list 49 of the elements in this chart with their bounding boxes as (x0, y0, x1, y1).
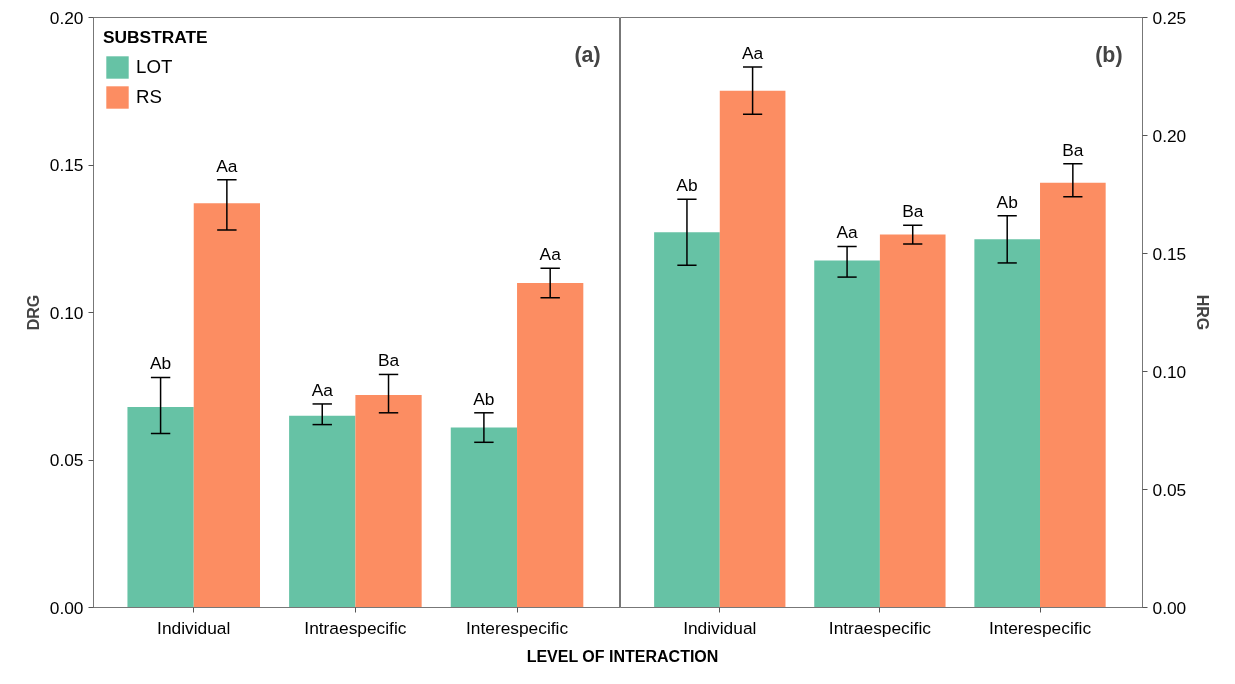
data-label: Ab (473, 388, 495, 409)
data-label: Ab (149, 353, 172, 374)
data-label: Ba (902, 201, 924, 222)
y-axis-title: DRG (24, 294, 42, 331)
bar (127, 406, 194, 608)
y2-tick-label: 0.00 (1152, 597, 1187, 618)
data-label: Aa (836, 222, 859, 243)
bar (814, 260, 880, 608)
legend-label: LOT (136, 56, 173, 78)
annotation: (b) (1095, 42, 1123, 67)
data-label: Ab (996, 191, 1018, 212)
data-label: Ba (1062, 139, 1084, 160)
y2-tick-label: 0.25 (1152, 7, 1187, 28)
y-tick-label: 0.15 (49, 155, 84, 175)
x-tick-label: Interespecific (988, 617, 1092, 638)
y2-tick-label: 0.20 (1152, 125, 1187, 146)
bar (654, 232, 720, 608)
bar (879, 234, 946, 608)
legend-title: SUBSTRATE (103, 27, 208, 48)
legend-label: RS (136, 86, 162, 108)
x-tick-label: Interespecific (465, 617, 569, 638)
y2-tick-label: 0.15 (1152, 243, 1187, 264)
y2-tick-label: 0.05 (1152, 479, 1187, 500)
y-tick-label: 0.05 (49, 450, 84, 470)
y2-axis-title: HRG (1194, 294, 1212, 331)
bar (517, 283, 584, 608)
y-tick-label: 0.00 (49, 597, 84, 618)
bar (450, 427, 518, 608)
data-label: Aa (539, 244, 562, 265)
x-tick-label: Individual (683, 617, 757, 638)
data-label: Aa (742, 43, 764, 64)
x-tick-label: Intraespecific (304, 617, 407, 638)
data-label: Ab (676, 175, 698, 196)
bar (355, 395, 422, 608)
bar (289, 415, 356, 608)
x-axis-title: LEVEL OF INTERACTION (526, 647, 719, 667)
data-label: Aa (311, 379, 334, 400)
y-tick-label: 0.10 (49, 302, 84, 323)
annotation: (a) (574, 42, 601, 67)
y-tick-label: 0.20 (49, 7, 84, 28)
x-tick-label: Individual (157, 617, 231, 638)
bar (1040, 182, 1106, 608)
bar (719, 90, 786, 608)
data-label: Ba (377, 350, 400, 371)
data-label: Aa (216, 155, 238, 176)
y2-tick-label: 0.10 (1152, 361, 1187, 382)
bar (193, 203, 261, 608)
x-tick-label: Intraespecific (828, 617, 932, 638)
bar (974, 239, 1041, 608)
